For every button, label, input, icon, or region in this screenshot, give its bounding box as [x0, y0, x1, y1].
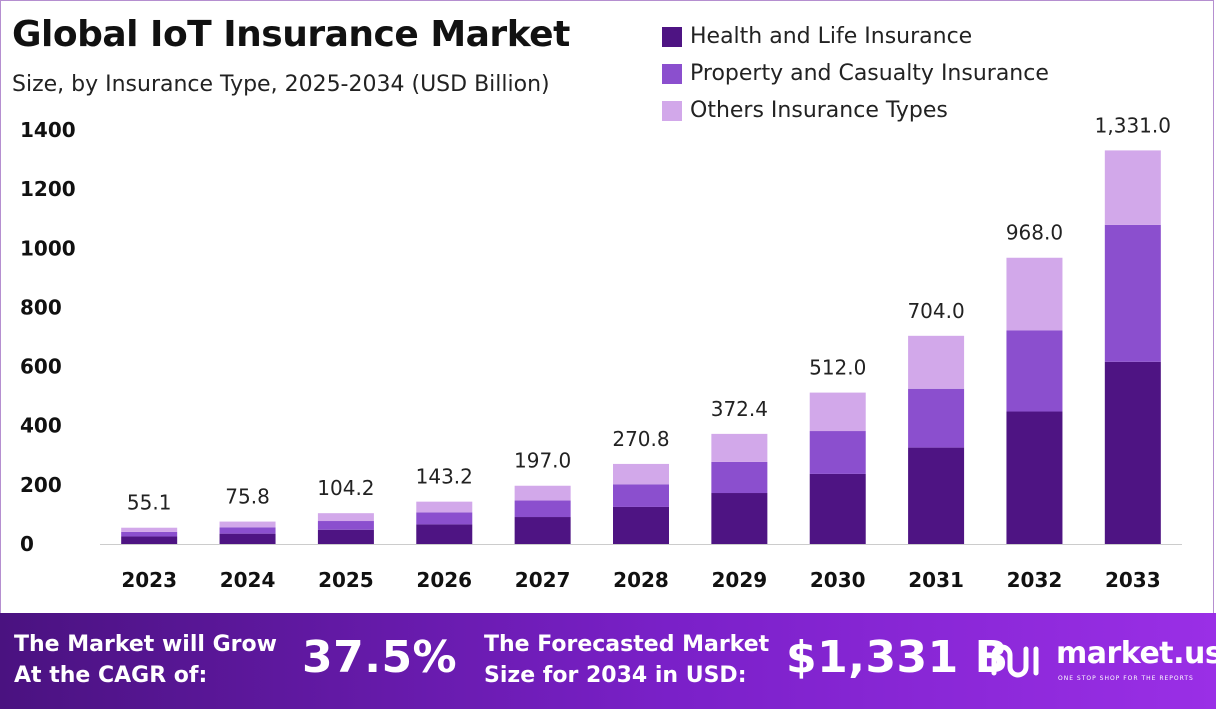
bar-segment-property-casualty — [908, 388, 965, 448]
y-tick-label: 800 — [20, 295, 62, 319]
legend-label-others: Others Insurance Types — [690, 98, 948, 123]
x-tick-label: 2033 — [1105, 568, 1161, 592]
bar-total-label: 75.8 — [225, 485, 270, 509]
bar-total-label: 512.0 — [809, 356, 866, 380]
bar-segment-property-casualty — [514, 500, 571, 518]
bar-segment-others — [121, 527, 178, 532]
y-tick-label: 1000 — [20, 236, 76, 260]
bar-segment-property-casualty — [219, 527, 276, 534]
bar-chart: 0 200 400 600 800 1000 1200 1400 55.1 2023 75.8 202… — [20, 113, 1182, 592]
bar-segment-property-casualty — [613, 484, 669, 507]
brand-name: market.us — [1056, 636, 1216, 671]
market-us-logo-icon — [991, 644, 1039, 678]
bar-total-label: 372.4 — [711, 397, 768, 421]
bar-segment-property-casualty — [809, 431, 866, 474]
bar-segment-health-life — [1006, 411, 1063, 544]
bar-segment-others — [317, 513, 374, 522]
bar-total-label: 968.0 — [1006, 221, 1063, 245]
bar-segment-health-life — [1104, 361, 1161, 544]
bar-segment-health-life — [219, 533, 276, 544]
x-tick-label: 2029 — [712, 568, 768, 592]
bar-total-label: 1,331.0 — [1095, 113, 1171, 137]
bar-total-label: 55.1 — [127, 491, 172, 515]
forecast-label: The Forecasted Market Size for 2034 in U… — [484, 632, 770, 688]
bar-segment-health-life — [613, 506, 669, 544]
bar-segment-others — [1006, 257, 1063, 331]
bar-segment-health-life — [317, 529, 374, 544]
forecast-value: $1,331 B — [786, 632, 1009, 683]
chart-title: Global IoT Insurance Market — [12, 14, 570, 55]
x-tick-label: 2027 — [515, 568, 571, 592]
bar-total-label: 143.2 — [416, 465, 473, 489]
cagr-label: The Market will Grow At the CAGR of: — [14, 632, 277, 688]
bar-segment-others — [1104, 150, 1161, 225]
bar-segment-property-casualty — [317, 521, 374, 530]
y-tick-label: 1400 — [20, 118, 76, 142]
y-tick-label: 0 — [20, 532, 34, 556]
legend-label-property-casualty: Property and Casualty Insurance — [690, 61, 1049, 86]
y-tick-label: 400 — [20, 414, 62, 438]
legend-label-health-life: Health and Life Insurance — [690, 24, 973, 49]
legend-item-others: Others Insurance Types — [662, 92, 1049, 129]
bar-segment-others — [809, 392, 866, 432]
bar-segment-health-life — [711, 493, 768, 544]
x-tick-label: 2023 — [121, 568, 177, 592]
bar-segment-health-life — [908, 447, 965, 544]
bar-segment-others — [711, 433, 768, 462]
bar-segment-others — [908, 335, 965, 389]
bar-segment-health-life — [121, 536, 178, 544]
legend-item-health-life: Health and Life Insurance — [662, 18, 1049, 55]
bar-total-label: 704.0 — [907, 299, 964, 323]
bar-segment-others — [613, 463, 669, 485]
bar-segment-property-casualty — [416, 512, 473, 525]
bar-segment-property-casualty — [1104, 224, 1161, 362]
x-tick-label: 2024 — [220, 568, 276, 592]
legend-swatch-health-life — [662, 26, 682, 47]
bar-segment-property-casualty — [1006, 330, 1063, 412]
bar-segment-others — [219, 521, 276, 528]
bar-segment-property-casualty — [711, 461, 768, 494]
bar-total-label: 197.0 — [514, 449, 571, 473]
bar-segment-health-life — [809, 473, 866, 544]
bar-segment-others — [416, 501, 473, 513]
footer-banner: The Market will Grow At the CAGR of: 37.… — [0, 613, 1216, 709]
x-tick-label: 2032 — [1007, 568, 1063, 592]
bar-total-label: 270.8 — [612, 427, 669, 451]
y-tick-label: 1200 — [20, 177, 76, 201]
y-tick-label: 200 — [20, 473, 62, 497]
cagr-value: 37.5% — [302, 632, 458, 683]
bar-total-label: 104.2 — [317, 476, 374, 500]
bar-segment-property-casualty — [121, 531, 178, 537]
x-tick-label: 2028 — [613, 568, 669, 592]
bar-segment-others — [514, 485, 571, 501]
legend-swatch-property-casualty — [662, 63, 682, 84]
y-tick-label: 600 — [20, 355, 62, 379]
bar-segment-health-life — [514, 517, 571, 544]
legend: Health and Life Insurance Property and C… — [662, 18, 1049, 129]
bar-segment-health-life — [416, 524, 473, 544]
brand-tagline: ONE STOP SHOP FOR THE REPORTS — [1058, 675, 1194, 682]
x-tick-label: 2031 — [908, 568, 964, 592]
x-tick-label: 2026 — [416, 568, 472, 592]
x-tick-label: 2030 — [810, 568, 866, 592]
legend-swatch-others — [662, 100, 682, 121]
x-tick-label: 2025 — [318, 568, 374, 592]
chart-subtitle: Size, by Insurance Type, 2025-2034 (USD … — [12, 72, 550, 97]
legend-item-property-casualty: Property and Casualty Insurance — [662, 55, 1049, 92]
